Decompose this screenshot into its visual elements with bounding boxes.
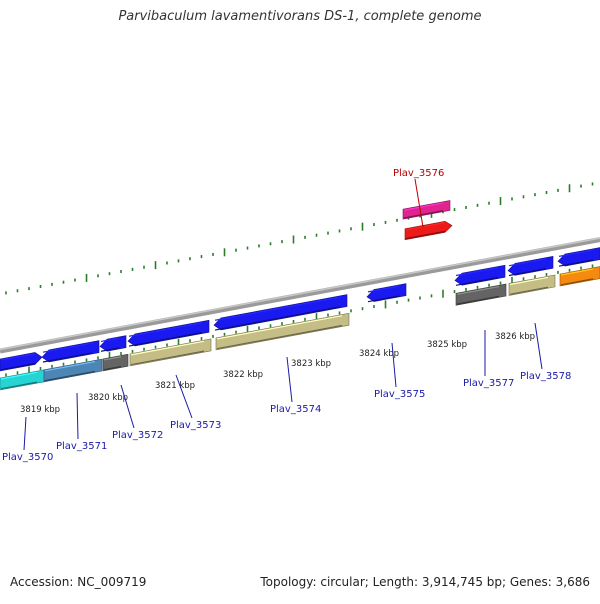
gene-label-leader — [76, 392, 79, 440]
coordinate-tick-label: 3820 kbp — [88, 393, 128, 403]
gene-block-plav-3577-cds-highlight — [455, 267, 499, 277]
gene-block-plav-3578-cds-shadow — [508, 268, 547, 277]
gene-label-leader — [120, 384, 135, 429]
gene-block-plav-3576-highlight — [405, 221, 446, 231]
coordinate-tick-label: 3825 kbp — [427, 340, 467, 350]
gene-block-next-cds[interactable] — [557, 247, 600, 267]
gene-block-next[interactable] — [559, 266, 600, 287]
gene-block-plav-3575[interactable] — [366, 283, 407, 302]
gene-block-plav-3570-highlight — [0, 371, 38, 380]
gene-label[interactable]: Plav_3574 — [270, 404, 321, 415]
gene-block-plav-3574-cds[interactable] — [213, 294, 348, 331]
gene-block-plav-3577-cds[interactable] — [454, 264, 506, 286]
gene-label-leader — [175, 374, 193, 419]
gene-block-plav-3576-rna-shadow — [403, 210, 444, 219]
gene-block-plav-3571-highlight — [44, 360, 96, 372]
gene-block-plav-3577-highlight — [456, 285, 500, 295]
gene-block-plav-3576-rna-highlight — [403, 202, 444, 211]
gene-block-next-cds-highlight — [558, 249, 594, 257]
gene-block-plav-3575-shadow — [367, 295, 400, 303]
gene-block-plav-3572-cds-highlight — [100, 337, 120, 343]
gene-block-plav-3573-shadow — [130, 350, 205, 366]
gene-block-plav-3571-cds[interactable] — [41, 340, 100, 363]
gene-block-plav-3571-cds-highlight — [42, 342, 93, 353]
gene-label[interactable]: Plav_3575 — [374, 389, 425, 400]
gene-label-leader — [414, 178, 424, 228]
gene-block-plav-3573-cds-shadow — [128, 331, 203, 347]
gene-block-plav-3578-cds-highlight — [508, 258, 547, 267]
gene-block-plav-3576[interactable] — [404, 221, 453, 241]
gene-block-plav-3577[interactable] — [455, 283, 507, 306]
genome-backbone-highlight — [0, 237, 600, 351]
gene-block-plav-3572[interactable] — [102, 353, 129, 372]
gene-block-plav-3576-rna[interactable] — [402, 200, 451, 220]
gene-block-next-cds-shadow — [558, 259, 594, 267]
coordinate-tick-label: 3823 kbp — [291, 359, 331, 369]
gene-block-plav-3574-cds-shadow — [214, 306, 341, 331]
accession-text: Accession: NC_009719 — [10, 575, 147, 589]
gene-block-plav-3570-cds[interactable] — [0, 352, 43, 372]
gene-block-plav-3570-shadow — [0, 381, 38, 390]
gene-label[interactable]: Plav_3571 — [56, 441, 107, 452]
gene-label[interactable]: Plav_3572 — [112, 430, 163, 441]
gene-block-next-shadow — [560, 278, 594, 286]
gene-block-plav-3571-shadow — [44, 370, 96, 382]
gene-block-plav-3576-shadow — [405, 230, 446, 240]
gene-block-plav-3574-cds-highlight — [214, 296, 341, 321]
gene-block-plav-3577-shadow — [456, 295, 500, 305]
genome-info-text: Topology: circular; Length: 3,914,745 bp… — [260, 575, 590, 589]
gene-block-plav-3578-shadow — [509, 286, 549, 295]
coordinate-tick-label: 3821 kbp — [155, 381, 195, 391]
coordinate-tick-label: 3819 kbp — [20, 405, 60, 415]
gene-label[interactable]: Plav_3577 — [463, 378, 514, 389]
gene-block-plav-3574-shadow — [216, 324, 343, 350]
gene-label[interactable]: Plav_3576 — [393, 168, 444, 179]
gene-block-plav-3572-cds[interactable] — [99, 335, 127, 352]
gene-label[interactable]: Plav_3578 — [520, 371, 571, 382]
gene-block-plav-3577-cds-shadow — [455, 276, 499, 286]
gene-block-plav-3570-cds-highlight — [0, 353, 36, 361]
gene-block-plav-3575-highlight — [367, 285, 400, 293]
gene-block-plav-3572-highlight — [103, 356, 122, 361]
genome-backbone — [0, 237, 600, 354]
gene-block-plav-3578[interactable] — [508, 274, 556, 296]
gene-block-plav-3573-highlight — [130, 340, 205, 356]
gene-block-plav-3570[interactable] — [0, 369, 45, 391]
gene-label[interactable]: Plav_3573 — [170, 420, 221, 431]
map-title: Parvibaculum lavamentivorans DS-1, compl… — [118, 9, 482, 24]
gene-block-plav-3573[interactable] — [129, 338, 212, 367]
gene-block-plav-3578-cds[interactable] — [507, 255, 554, 276]
gene-label-leader — [534, 322, 543, 370]
gene-label-leader — [23, 416, 27, 451]
coordinate-tick-label: 3826 kbp — [495, 332, 535, 342]
coordinate-tick-label: 3822 kbp — [223, 370, 263, 380]
gene-label-leader — [286, 356, 293, 403]
gene-block-plav-3572-cds-shadow — [100, 347, 120, 352]
gene-block-plav-3570-cds-shadow — [0, 362, 36, 371]
coordinate-tick-label: 3824 kbp — [359, 349, 399, 359]
gene-label-leader — [391, 342, 397, 388]
gene-block-plav-3572-shadow — [103, 365, 122, 371]
gene-block-next-highlight — [560, 268, 594, 276]
gene-block-plav-3573-cds[interactable] — [127, 319, 210, 347]
gene-label[interactable]: Plav_3570 — [2, 452, 53, 463]
gene-block-plav-3574-highlight — [216, 315, 343, 340]
gene-block-plav-3571-cds-shadow — [42, 352, 93, 363]
gene-block-plav-3578-highlight — [509, 276, 549, 286]
gene-block-plav-3571[interactable] — [43, 358, 103, 383]
gene-block-plav-3573-cds-highlight — [128, 322, 203, 337]
gene-block-plav-3574[interactable] — [215, 312, 350, 351]
